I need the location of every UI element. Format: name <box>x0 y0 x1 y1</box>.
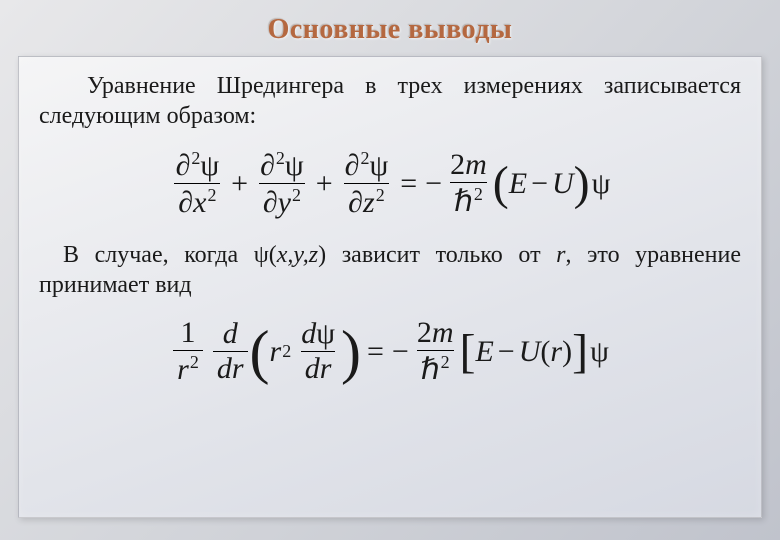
paragraph-2: В случае, когда ψ(x,y,z) зависит только … <box>39 240 741 300</box>
equation-1: ∂2ψ ∂x2 + ∂2ψ ∂y2 + ∂2ψ ∂z2 = − 2m ℏ2 ( … <box>39 149 741 218</box>
content-panel: Уравнение Шредингера в трех измерениях з… <box>18 56 762 518</box>
equation-2: 1 r2 d dr ( r2 dψ dr ) = − 2m ℏ2 [ E − U… <box>39 318 741 385</box>
paragraph-1: Уравнение Шредингера в трех измерениях з… <box>39 71 741 131</box>
page-title: Основные выводы <box>0 0 780 56</box>
